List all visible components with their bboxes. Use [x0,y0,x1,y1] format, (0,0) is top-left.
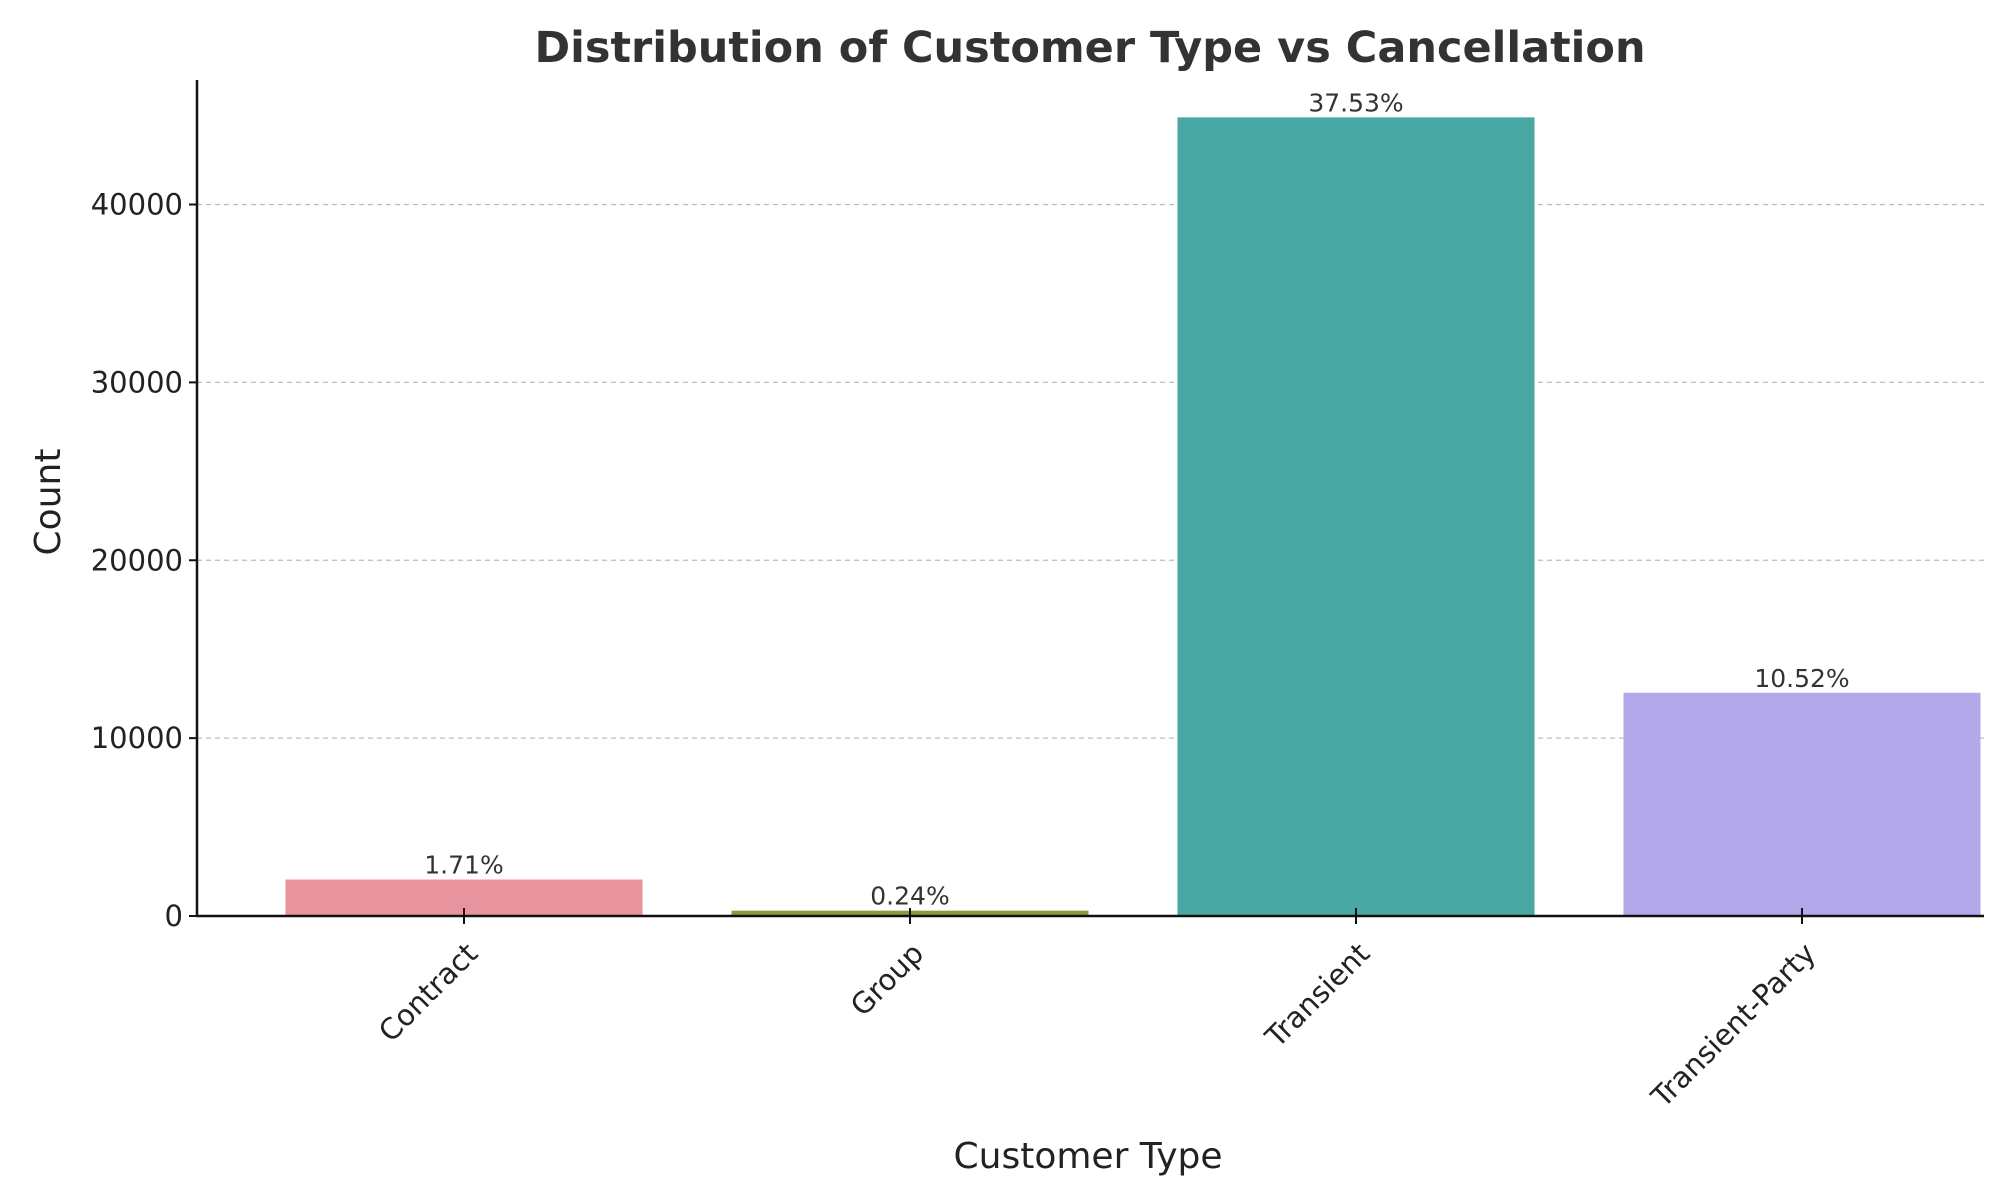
x-tick-label: Transient [1258,936,1376,1054]
data-labels: 1.71% 0.24% 37.53% 10.52% [424,88,1849,910]
x-axis-ticks: Contract Group Transient Transient-Party [372,908,1822,1114]
y-tick-label: 40000 [91,188,183,222]
bars [285,117,1981,916]
y-tick-label: 0 [165,899,183,933]
bar-transient [1177,117,1535,916]
y-tick-label: 10000 [91,721,183,755]
data-label: 37.53% [1308,88,1403,117]
data-label: 10.52% [1754,664,1849,693]
y-axis-label: Count [28,449,69,556]
y-tick-label: 20000 [91,543,183,577]
y-axis-ticks: 0 10000 20000 30000 40000 [91,188,197,933]
x-tick-label: Group [844,936,930,1022]
x-tick-label: Transient-Party [1644,936,1822,1114]
data-label: 0.24% [870,882,949,911]
axes [195,80,1984,918]
x-axis-label: Customer Type [954,1136,1223,1177]
gridlines [197,203,1984,739]
data-label: 1.71% [424,851,503,880]
y-tick-label: 30000 [91,365,183,399]
x-tick-label: Contract [372,936,484,1048]
chart-title: Distribution of Customer Type vs Cancell… [534,23,1645,73]
bar-transient-party [1623,692,1981,916]
